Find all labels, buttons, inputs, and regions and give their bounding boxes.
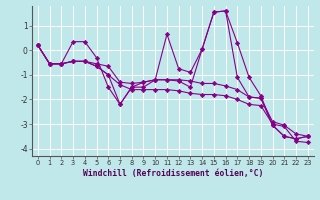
X-axis label: Windchill (Refroidissement éolien,°C): Windchill (Refroidissement éolien,°C) <box>83 169 263 178</box>
